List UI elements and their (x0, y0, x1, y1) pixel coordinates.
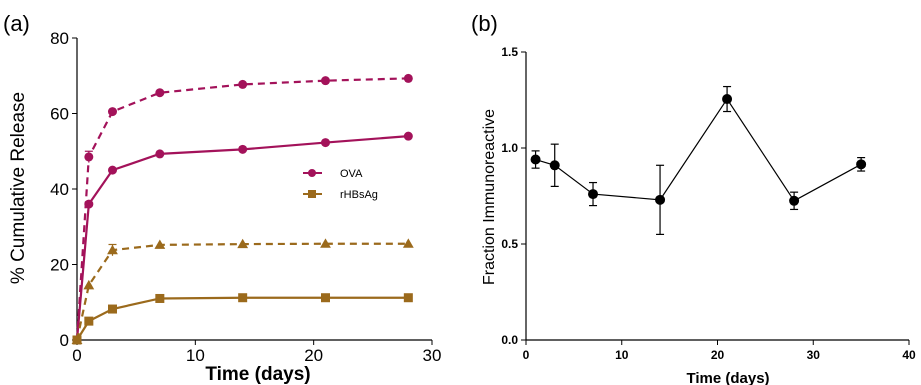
x-tick-label: 0 (523, 348, 530, 362)
data-point (530, 154, 541, 165)
data-point (856, 159, 867, 170)
data-point (238, 79, 248, 89)
data-point (320, 238, 331, 248)
data-point (154, 239, 166, 249)
data-point (789, 195, 800, 206)
data-point (238, 144, 248, 154)
data-point (83, 279, 95, 290)
data-point (238, 293, 248, 303)
data-point (402, 238, 414, 248)
data-point (71, 334, 83, 345)
data-point (321, 76, 330, 86)
x-tick-label: 20 (304, 346, 323, 365)
panel-a-y-axis-title: % Cumulative Release (8, 92, 29, 284)
data-point (722, 94, 733, 105)
data-point (84, 316, 94, 326)
legend-label: rHBsAg (340, 189, 378, 201)
x-tick-label: 10 (186, 346, 205, 365)
series-3 (71, 238, 414, 345)
data-point (588, 189, 599, 200)
legend: OVA rHBsAg (303, 168, 378, 201)
data-point (108, 107, 117, 117)
y-tick-label: 80 (50, 29, 69, 48)
panel-b-label: (b) (471, 11, 498, 36)
data-point (403, 293, 413, 303)
panel-a-label: (a) (3, 11, 30, 36)
data-point (403, 131, 413, 141)
series-0 (72, 131, 413, 345)
data-point (155, 88, 165, 98)
series-line (76, 296, 409, 341)
y-tick-label: 0 (60, 331, 69, 350)
data-point (321, 293, 330, 303)
y-tick-label: 1.5 (501, 45, 518, 59)
y-tick-label: 20 (50, 256, 69, 275)
series-1 (72, 73, 413, 345)
legend-marker (308, 190, 316, 198)
legend-label: OVA (340, 168, 363, 180)
data-point (155, 293, 165, 303)
data-point (107, 244, 118, 255)
y-tick-label: 1.0 (501, 141, 518, 155)
data-point (655, 194, 666, 205)
panel-b-x-axis-title: Time (days) (686, 370, 769, 385)
y-tick-label: 0.5 (501, 237, 518, 251)
y-tick-label: 0.0 (501, 333, 518, 347)
data-point (84, 152, 94, 162)
x-tick-label: 30 (807, 348, 821, 362)
x-tick-label: 0 (72, 346, 81, 365)
series-line (75, 242, 409, 341)
legend-marker (308, 169, 316, 177)
x-tick-label: 30 (423, 346, 442, 365)
data-point (549, 160, 560, 171)
data-point (108, 165, 117, 175)
data-point (155, 149, 165, 159)
series-line (75, 135, 409, 341)
x-tick-label: 20 (711, 348, 725, 362)
data-point (108, 304, 117, 314)
series-2 (72, 293, 413, 345)
panel-a-chart: 0 20 40 60 80 0 10 20 30 OVA rHBsAg (50, 29, 441, 365)
data-point (403, 73, 413, 83)
x-tick-label: 40 (902, 348, 916, 362)
panel-a-x-axis-title: Time (days) (205, 364, 310, 385)
y-tick-label: 60 (50, 105, 69, 124)
data-point (321, 138, 330, 148)
y-tick-label: 40 (50, 180, 69, 199)
panel-b-y-axis-title: Fraction Immunoreactive (481, 109, 498, 285)
series-line (535, 97, 862, 202)
x-tick-label: 10 (615, 348, 629, 362)
data-point (237, 238, 249, 249)
panel-b-chart: 0.0 0.5 1.0 1.5 0 10 20 30 40 (501, 45, 916, 362)
series-0 (530, 85, 867, 235)
